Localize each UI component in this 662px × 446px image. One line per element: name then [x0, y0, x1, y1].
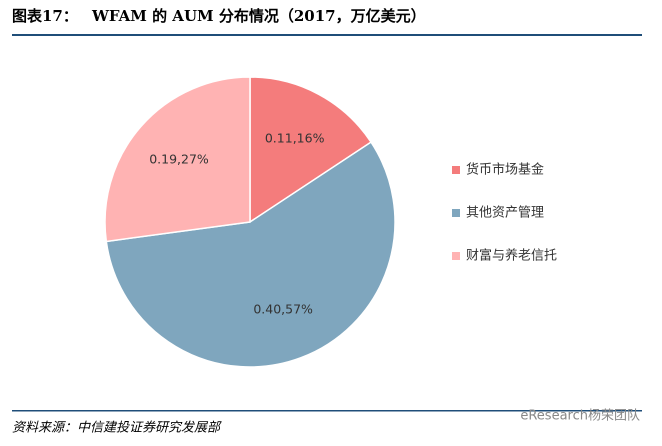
legend-swatch: [452, 209, 460, 217]
legend-swatch: [452, 252, 460, 260]
legend-label: 货币市场基金: [466, 162, 544, 178]
watermark: eResearch杨荣团队: [520, 409, 640, 424]
source: 资料来源：中信建投证券研究发展部: [12, 420, 222, 436]
pie-slice: [104, 76, 251, 243]
slice-label: 0.19,27%: [149, 151, 209, 166]
legend-swatch: [452, 166, 460, 174]
chart-title: WFAM 的 AUM 分布情况（2017，万亿美元）: [91, 7, 426, 25]
pie-slice: [249, 76, 373, 224]
legend-label: 其他资产管理: [466, 206, 544, 221]
slice-label: 0.40,57%: [253, 302, 313, 317]
pie-slice: [105, 141, 396, 368]
footer-rule: [12, 410, 642, 412]
slice-label: 0.11,16%: [265, 131, 325, 146]
title-rule: [12, 34, 642, 36]
legend-label: 财富与养老信托: [466, 248, 557, 264]
figure-label: 图表17：: [12, 7, 78, 25]
